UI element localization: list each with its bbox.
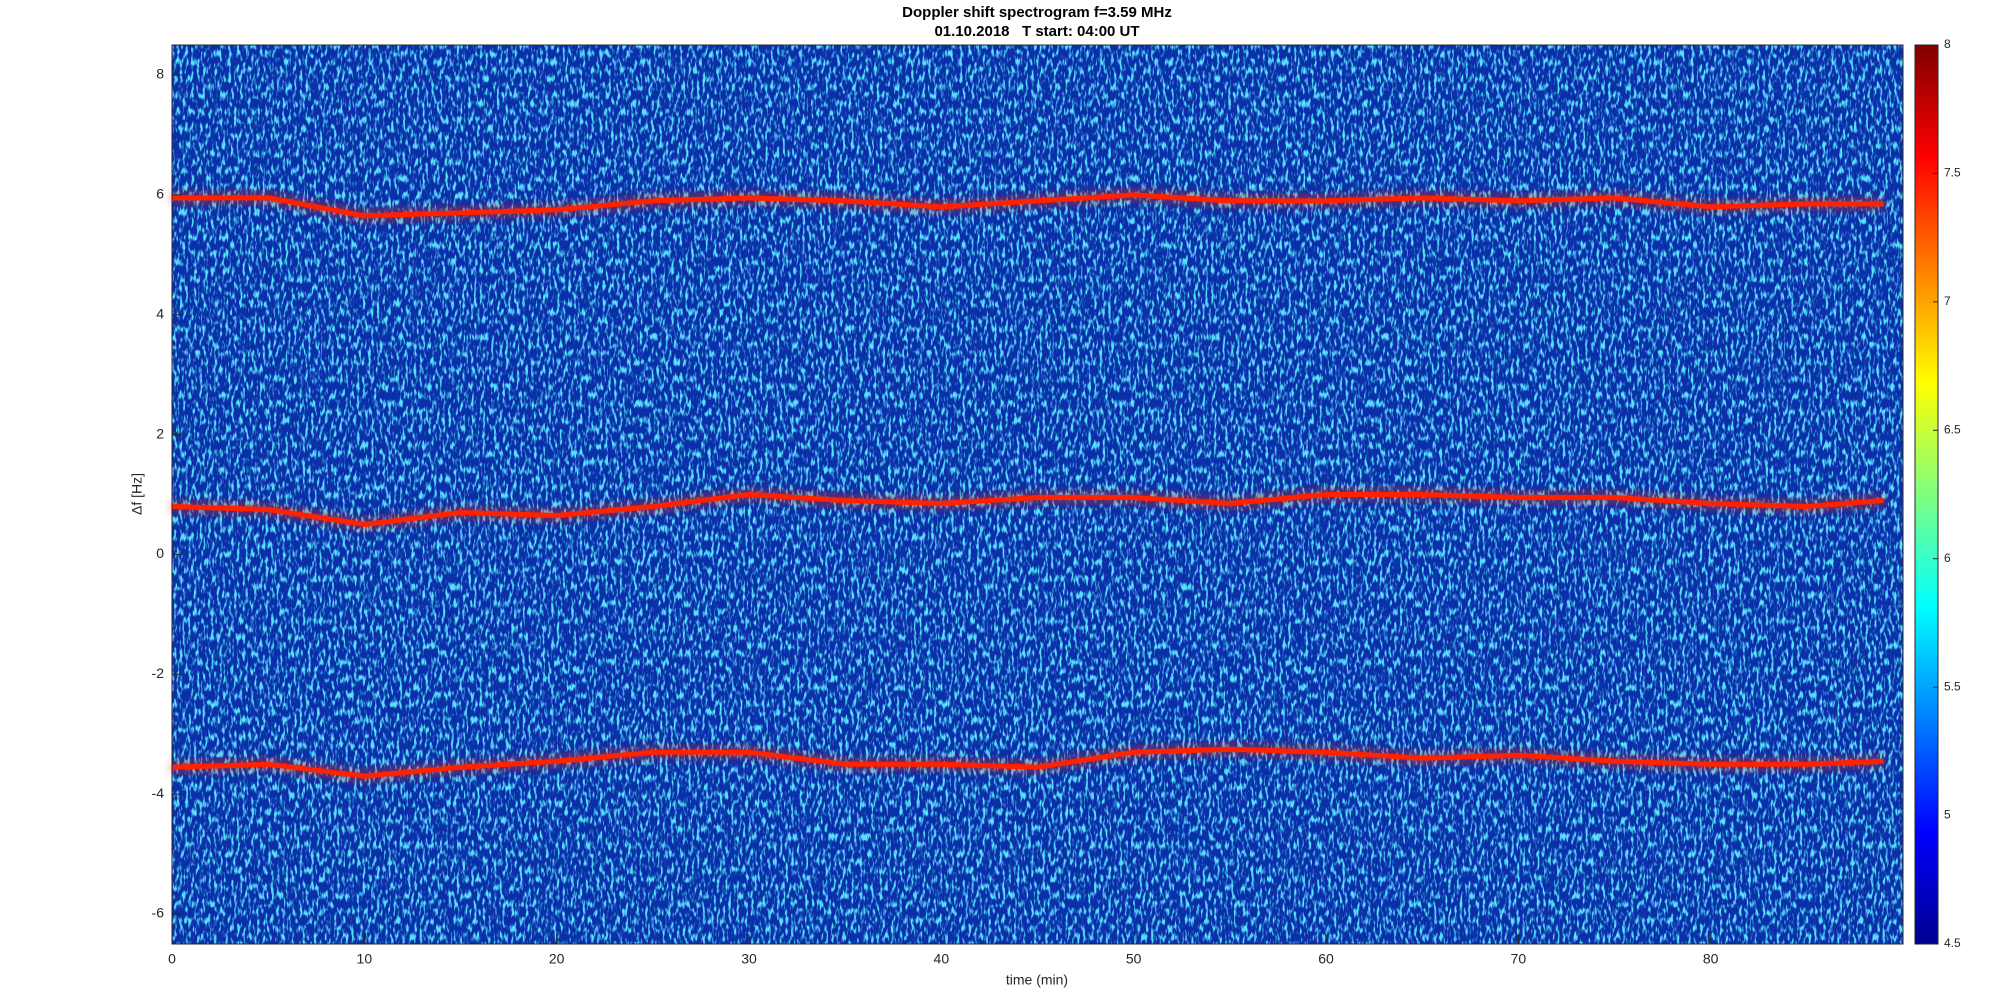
colorbar-tick-label: 4.5 [1944, 936, 1961, 950]
y-tick-label: 8 [156, 66, 164, 82]
doppler-trace [171, 492, 1884, 527]
x-tick-label: 70 [1511, 951, 1527, 967]
x-tick-label: 80 [1703, 951, 1719, 967]
plot-frame [171, 44, 1904, 945]
y-tick-label: 2 [156, 425, 164, 441]
y-axis-label: Δf [Hz] [129, 473, 145, 515]
x-tick-label: 20 [549, 951, 565, 967]
chart-subtitle: 01.10.2018 T start: 04:00 UT [934, 23, 1139, 40]
y-tick-label: -2 [152, 665, 165, 681]
x-axis-label: time (min) [1006, 972, 1068, 988]
x-tick-label: 50 [1126, 951, 1142, 967]
colorbar [1914, 44, 1939, 945]
doppler-trace [172, 192, 1884, 219]
colorbar-tick-label: 5.5 [1944, 679, 1961, 693]
x-tick-label: 60 [1318, 951, 1334, 967]
colorbar-tick-label: 6.5 [1944, 422, 1961, 436]
y-tick-label: 6 [156, 186, 164, 202]
x-tick-label: 0 [168, 951, 176, 967]
y-tick-label: -6 [152, 905, 165, 921]
colorbar-tick-label: 8 [1944, 37, 1951, 51]
doppler-trace [171, 746, 1884, 779]
x-tick-label: 30 [741, 951, 757, 967]
colorbar-tick-label: 7 [1944, 294, 1951, 308]
y-tick-label: 4 [156, 305, 164, 321]
noise-texture [172, 45, 1903, 944]
colorbar-tick-label: 6 [1944, 551, 1951, 565]
x-tick-label: 10 [357, 951, 373, 967]
y-tick-label: 0 [156, 545, 164, 561]
colorbar-tick-label: 5 [1944, 808, 1951, 822]
chart-title: Doppler shift spectrogram f=3.59 MHz [902, 4, 1172, 21]
x-tick-label: 40 [934, 951, 950, 967]
y-tick-label: -4 [152, 785, 165, 801]
colorbar-tick-label: 7.5 [1944, 166, 1961, 180]
